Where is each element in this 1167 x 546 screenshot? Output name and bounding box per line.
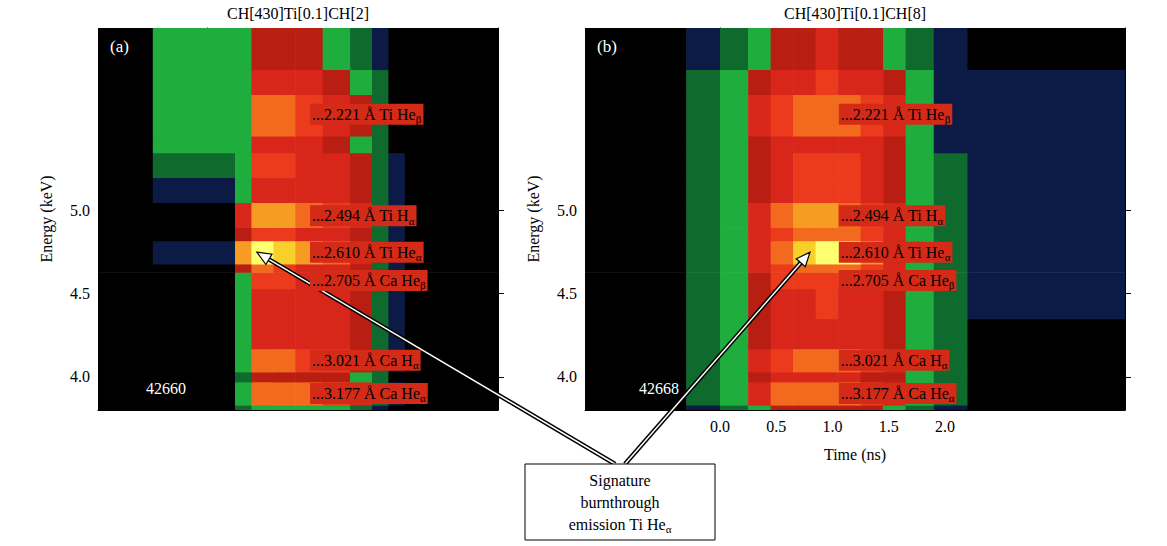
svg-text:Signature: Signature: [589, 472, 650, 490]
svg-text:...2.705 Å Ca He: ...2.705 Å Ca He: [841, 272, 949, 289]
svg-text:...2.610 Å Ti He: ...2.610 Å Ti He: [841, 244, 945, 261]
svg-text:(b): (b): [597, 37, 617, 56]
svg-text:Energy (keV): Energy (keV): [525, 175, 543, 262]
svg-text:α: α: [666, 523, 672, 535]
svg-text:...3.177 Å Ca He: ...3.177 Å Ca He: [312, 385, 420, 402]
svg-text:emission Ti He: emission Ti He: [569, 516, 666, 533]
svg-text:...2.494 Å Ti H: ...2.494 Å Ti H: [841, 207, 938, 224]
svg-text:1.5: 1.5: [879, 418, 899, 435]
svg-text:β: β: [949, 279, 955, 291]
svg-text:4.5: 4.5: [70, 285, 90, 302]
svg-text:42660: 42660: [146, 380, 186, 397]
svg-text:α: α: [420, 392, 426, 404]
svg-text:...2.610 Å Ti He: ...2.610 Å Ti He: [312, 244, 416, 261]
svg-text:α: α: [938, 215, 944, 227]
svg-text:0.0: 0.0: [710, 418, 730, 435]
svg-text:β: β: [416, 113, 422, 125]
svg-text:α: α: [949, 392, 955, 404]
svg-text:(a): (a): [110, 37, 129, 56]
svg-text:1.0: 1.0: [823, 418, 843, 435]
svg-text:α: α: [409, 215, 415, 227]
svg-text:...2.221 Å Ti He: ...2.221 Å Ti He: [312, 106, 416, 123]
svg-text:α: α: [945, 251, 951, 263]
svg-text:α: α: [413, 359, 419, 371]
svg-text:0.5: 0.5: [766, 418, 786, 435]
svg-text:α: α: [942, 359, 948, 371]
svg-text:4.5: 4.5: [557, 285, 577, 302]
svg-text:2.0: 2.0: [935, 418, 955, 435]
svg-text:...3.021 Å Ca H: ...3.021 Å Ca H: [841, 352, 942, 369]
svg-text:...3.177 Å Ca He: ...3.177 Å Ca He: [841, 385, 949, 402]
svg-text:β: β: [420, 279, 426, 291]
svg-text:α: α: [416, 251, 422, 263]
svg-text:...2.221 Å Ti He: ...2.221 Å Ti He: [841, 106, 945, 123]
svg-text:...3.021 Å Ca H: ...3.021 Å Ca H: [312, 352, 413, 369]
svg-text:β: β: [945, 113, 951, 125]
svg-text:burnthrough: burnthrough: [580, 494, 659, 512]
svg-text:4.0: 4.0: [70, 368, 90, 385]
svg-text:42668: 42668: [639, 380, 679, 397]
svg-text:CH[430]Ti[0.1]CH[2]: CH[430]Ti[0.1]CH[2]: [227, 5, 369, 22]
svg-text:...2.494 Å Ti H: ...2.494 Å Ti H: [312, 207, 409, 224]
svg-text:5.0: 5.0: [70, 202, 90, 219]
svg-text:Time (ns): Time (ns): [824, 446, 886, 464]
svg-text:5.0: 5.0: [557, 202, 577, 219]
svg-text:...2.705 Å Ca He: ...2.705 Å Ca He: [312, 272, 420, 289]
svg-text:Energy (keV): Energy (keV): [38, 175, 56, 262]
svg-text:CH[430]Ti[0.1]CH[8]: CH[430]Ti[0.1]CH[8]: [784, 5, 926, 22]
svg-text:4.0: 4.0: [557, 368, 577, 385]
